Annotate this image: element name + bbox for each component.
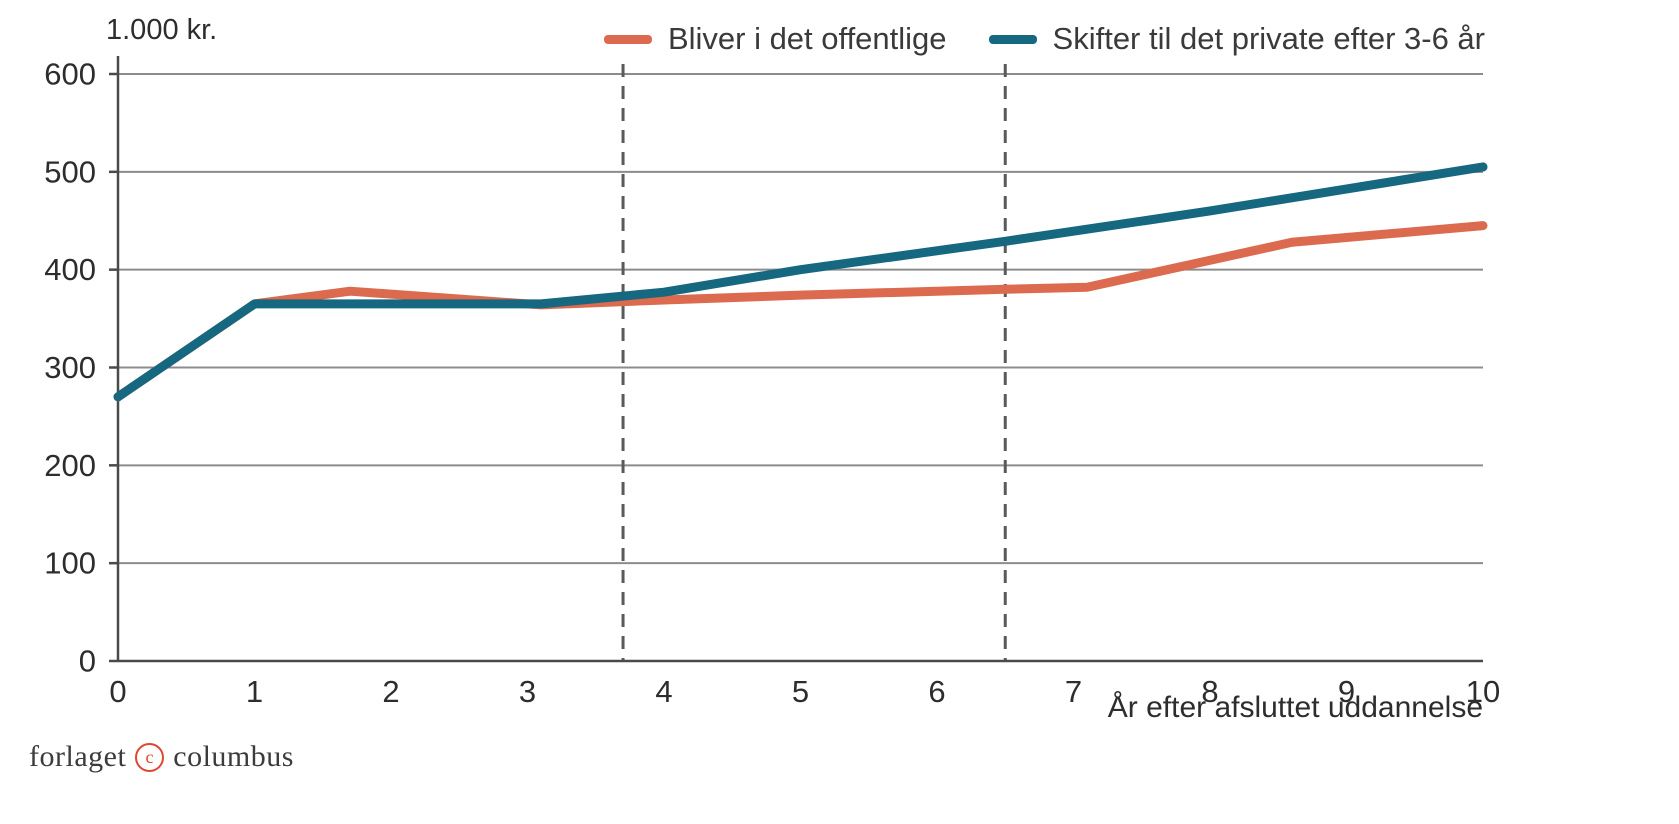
legend: Bliver i det offentlige Skifter til det … bbox=[603, 21, 1485, 57]
publisher-logo-suffix: columbus bbox=[173, 740, 294, 773]
legend-label-public: Bliver i det offentlige bbox=[667, 21, 947, 56]
legend-swatch-private-icon bbox=[988, 34, 1037, 44]
x-tick-label-3: 3 bbox=[519, 674, 536, 709]
y-tick-label-100: 100 bbox=[44, 546, 96, 581]
y-tick-label-300: 300 bbox=[44, 350, 96, 385]
legend-label-private: Skifter til det private efter 3-6 år bbox=[1052, 21, 1485, 56]
series-line-1 bbox=[113, 162, 1488, 402]
y-tick-label-400: 400 bbox=[44, 252, 96, 287]
y-tick-label-600: 600 bbox=[44, 57, 96, 92]
x-tick-label-0: 0 bbox=[109, 674, 126, 709]
x-tick-label-1: 1 bbox=[246, 674, 263, 709]
x-tick-label-8: 8 bbox=[1201, 674, 1218, 709]
x-tick-label-6: 6 bbox=[928, 674, 945, 709]
x-tick-label-10: 10 bbox=[1466, 674, 1500, 709]
y-axis-unit-label: 1.000 kr. bbox=[106, 14, 218, 46]
y-tick-label-500: 500 bbox=[44, 154, 96, 189]
x-tick-label-4: 4 bbox=[655, 674, 672, 709]
copyright-icon: c bbox=[135, 742, 165, 772]
x-tick-label-5: 5 bbox=[792, 674, 809, 709]
x-tick-label-2: 2 bbox=[382, 674, 399, 709]
x-axis-title: År efter afsluttet uddannelse bbox=[1107, 691, 1483, 724]
publisher-logo-prefix: forlaget bbox=[29, 740, 127, 773]
legend-item-public: Bliver i det offentlige bbox=[603, 21, 947, 57]
publisher-logo: forlaget c columbus bbox=[29, 740, 294, 774]
y-tick-label-0: 0 bbox=[79, 644, 96, 679]
x-tick-label-9: 9 bbox=[1338, 674, 1355, 709]
y-tick-label-200: 200 bbox=[44, 448, 96, 483]
legend-item-private: Skifter til det private efter 3-6 år bbox=[988, 21, 1485, 57]
x-tick-label-7: 7 bbox=[1065, 674, 1082, 709]
series-line-0 bbox=[113, 221, 1488, 402]
legend-swatch-public-icon bbox=[603, 34, 652, 44]
